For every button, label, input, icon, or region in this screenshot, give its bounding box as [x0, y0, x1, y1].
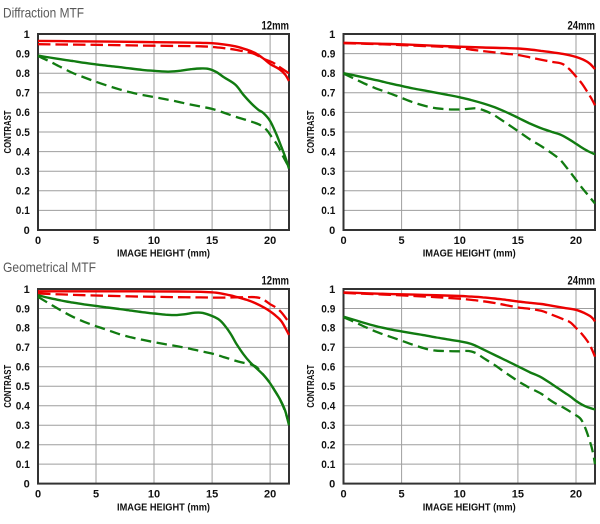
- svg-text:24mm: 24mm: [568, 276, 596, 288]
- svg-text:15: 15: [512, 235, 524, 247]
- svg-text:0.2: 0.2: [321, 440, 335, 452]
- svg-text:15: 15: [206, 235, 218, 247]
- svg-text:0.1: 0.1: [16, 459, 30, 471]
- svg-text:1: 1: [329, 284, 335, 296]
- svg-text:0: 0: [35, 235, 41, 247]
- svg-text:0.4: 0.4: [321, 401, 336, 413]
- svg-text:0.2: 0.2: [16, 186, 30, 198]
- svg-text:0.9: 0.9: [16, 303, 30, 315]
- svg-text:0.7: 0.7: [321, 342, 335, 354]
- svg-text:1: 1: [329, 29, 335, 41]
- svg-text:0.2: 0.2: [321, 186, 335, 198]
- svg-text:IMAGE HEIGHT (mm): IMAGE HEIGHT (mm): [423, 249, 516, 260]
- svg-text:CONTRAST: CONTRAST: [3, 111, 14, 154]
- svg-text:0.8: 0.8: [16, 68, 30, 80]
- svg-text:10: 10: [454, 489, 466, 501]
- svg-text:0: 0: [24, 478, 30, 490]
- svg-text:0: 0: [340, 489, 346, 501]
- svg-text:15: 15: [206, 489, 218, 501]
- svg-text:CONTRAST: CONTRAST: [306, 365, 317, 408]
- svg-text:0.9: 0.9: [16, 48, 30, 60]
- svg-text:0.5: 0.5: [16, 381, 30, 393]
- svg-text:0: 0: [24, 225, 30, 237]
- svg-text:0.6: 0.6: [16, 362, 30, 374]
- svg-text:24mm: 24mm: [568, 21, 596, 33]
- svg-text:10: 10: [148, 235, 160, 247]
- svg-text:0.6: 0.6: [16, 107, 30, 119]
- svg-text:0.3: 0.3: [16, 166, 30, 178]
- svg-text:0: 0: [329, 478, 335, 490]
- svg-text:CONTRAST: CONTRAST: [3, 365, 14, 408]
- svg-text:5: 5: [399, 489, 405, 501]
- svg-text:0.5: 0.5: [321, 381, 335, 393]
- svg-text:15: 15: [512, 489, 524, 501]
- svg-text:20: 20: [264, 489, 276, 501]
- svg-text:20: 20: [264, 235, 276, 247]
- svg-text:CONTRAST: CONTRAST: [306, 111, 317, 154]
- svg-text:0.4: 0.4: [321, 146, 336, 158]
- svg-text:12mm: 12mm: [262, 21, 290, 33]
- svg-text:0.8: 0.8: [321, 68, 335, 80]
- svg-text:20: 20: [570, 489, 582, 501]
- svg-text:IMAGE HEIGHT (mm): IMAGE HEIGHT (mm): [423, 502, 516, 513]
- svg-text:0.1: 0.1: [16, 205, 30, 217]
- svg-text:0.8: 0.8: [321, 323, 335, 335]
- svg-text:1: 1: [24, 284, 30, 296]
- svg-text:0: 0: [340, 235, 346, 247]
- svg-text:0: 0: [329, 225, 335, 237]
- svg-text:5: 5: [93, 489, 99, 501]
- svg-text:Geometrical MTF: Geometrical MTF: [3, 259, 96, 275]
- svg-text:10: 10: [148, 489, 160, 501]
- svg-text:1: 1: [24, 29, 30, 41]
- svg-text:0.9: 0.9: [321, 303, 335, 315]
- svg-text:0: 0: [35, 489, 41, 501]
- svg-text:20: 20: [570, 235, 582, 247]
- svg-text:0.6: 0.6: [321, 107, 335, 119]
- svg-text:0.3: 0.3: [16, 420, 30, 432]
- svg-text:10: 10: [454, 235, 466, 247]
- svg-text:0.1: 0.1: [321, 459, 335, 471]
- svg-text:0.5: 0.5: [321, 127, 335, 139]
- svg-text:0.7: 0.7: [16, 342, 30, 354]
- svg-text:0.2: 0.2: [16, 440, 30, 452]
- svg-text:5: 5: [93, 235, 99, 247]
- svg-text:5: 5: [399, 235, 405, 247]
- svg-text:0.1: 0.1: [321, 205, 335, 217]
- svg-text:Diffraction MTF: Diffraction MTF: [3, 5, 84, 21]
- svg-text:0.6: 0.6: [321, 362, 335, 374]
- svg-text:0.7: 0.7: [16, 88, 30, 100]
- svg-text:0.4: 0.4: [16, 146, 31, 158]
- svg-text:0.3: 0.3: [321, 420, 335, 432]
- svg-text:IMAGE HEIGHT (mm): IMAGE HEIGHT (mm): [117, 249, 210, 260]
- svg-text:0.8: 0.8: [16, 323, 30, 335]
- svg-text:IMAGE HEIGHT (mm): IMAGE HEIGHT (mm): [117, 502, 210, 513]
- svg-text:0.9: 0.9: [321, 48, 335, 60]
- svg-text:0.4: 0.4: [16, 401, 31, 413]
- svg-text:0.5: 0.5: [16, 127, 30, 139]
- svg-text:12mm: 12mm: [262, 276, 290, 288]
- svg-text:0.7: 0.7: [321, 88, 335, 100]
- svg-text:0.3: 0.3: [321, 166, 335, 178]
